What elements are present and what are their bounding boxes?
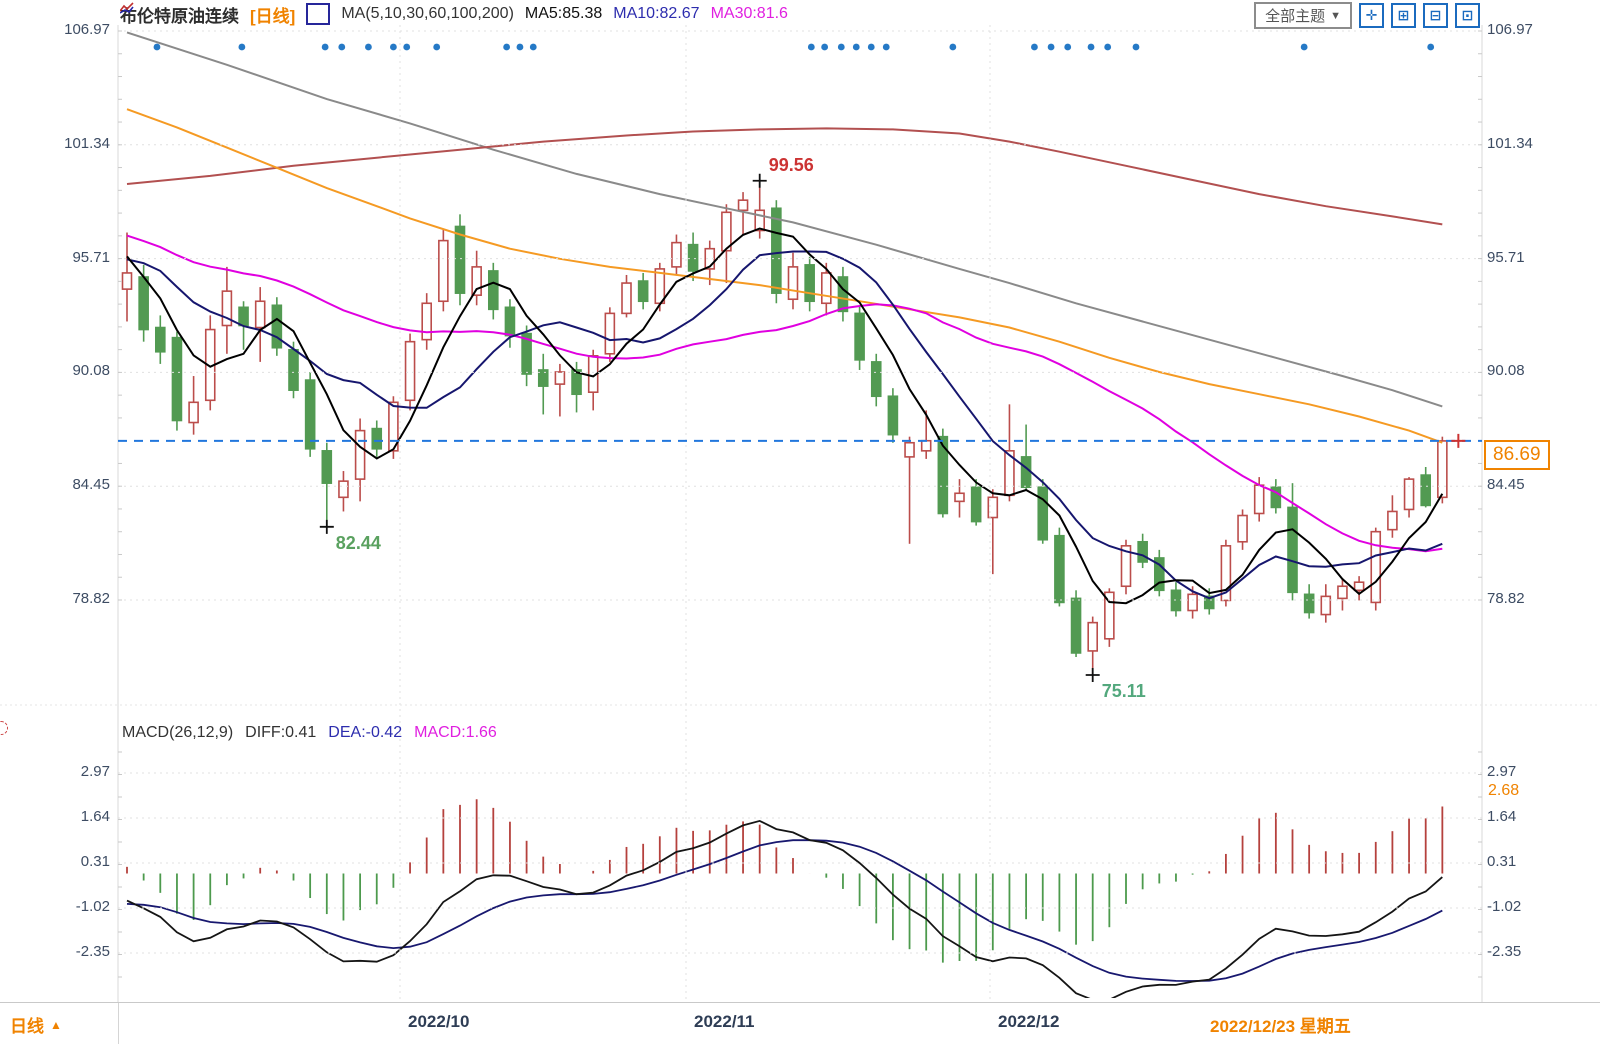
macd-tick-label: 0.31 (1487, 853, 1517, 870)
signal-dot (1031, 43, 1038, 51)
ma5-value: MA5:85.38 (524, 5, 603, 22)
macd-diff-value: DIFF:0.41 (245, 724, 317, 741)
chevron-down-icon: ▼ (1330, 9, 1341, 22)
signal-dot (1300, 43, 1308, 51)
instrument-title: 布伦特原油连续 (120, 6, 239, 26)
month-label: 2022/10 (408, 1012, 470, 1031)
signal-dot (338, 43, 346, 51)
signal-dot (1132, 43, 1140, 51)
ma10-value: MA10:82.67 (613, 5, 700, 22)
signal-dot (365, 43, 372, 51)
macd-indicator-label[interactable]: MACD(26,12,9) (122, 724, 234, 741)
signal-dot (390, 43, 397, 51)
signal-dot (1064, 43, 1072, 51)
signal-dot (1427, 43, 1435, 51)
toolbar-icons: ✛ ⊞ ⊟ ⊡ (1359, 3, 1480, 28)
macd-tick-label: 2.97 (80, 763, 110, 781)
price-tick-label: 78.82 (72, 589, 110, 607)
macd-tick-label: 2.97 (1487, 763, 1517, 781)
pan-crosshair-icon[interactable]: ✛ (1359, 3, 1384, 28)
signal-dot (837, 43, 845, 51)
signal-dot (1087, 43, 1095, 51)
signal-dot (403, 43, 411, 51)
ma-chart-icon[interactable] (120, 2, 331, 25)
triangle-up-icon: ▲ (50, 1017, 62, 1032)
signal-dot (807, 43, 815, 51)
theme-dropdown-button[interactable]: 全部主题 ▼ (1254, 2, 1352, 29)
macd-macd-value: MACD:1.66 (414, 724, 497, 741)
signal-dot (238, 43, 246, 51)
pane-layout-top-icon[interactable]: ⊞ (1391, 3, 1416, 28)
price-tick-label: 90.08 (72, 362, 110, 380)
annotation-high: 99.56 (768, 154, 814, 175)
signal-dot (503, 43, 511, 51)
pane-expand-icon[interactable]: ⊡ (1455, 3, 1480, 28)
macd-header: MACD(26,12,9) DIFF:0.41 DEA:-0.42 MACD:1… (122, 724, 497, 742)
chart-header: 布伦特原油连续 [日线] MA(5,10,30,60,100,200) MA5:… (120, 2, 788, 26)
signal-dot (867, 43, 875, 51)
price-tick-label: 101.34 (1487, 134, 1533, 152)
annotation-low2: 75.11 (1101, 680, 1146, 701)
macd-tick-label: 1.64 (80, 808, 110, 826)
macd-tick-label: -2.35 (1487, 943, 1522, 960)
last-price-badge: 86.69 (1484, 440, 1550, 470)
macd-tick-label: -2.35 (75, 943, 110, 960)
current-date-label: 2022/12/23 星期五 (1210, 1017, 1351, 1036)
macd-tick-label: -1.02 (75, 898, 110, 915)
signal-dot (949, 43, 957, 51)
price-tick-label: 90.08 (1487, 362, 1525, 380)
price-tick-label: 78.82 (1487, 589, 1525, 607)
price-tick-label: 106.97 (64, 21, 110, 38)
macd-dea-value: DEA:-0.42 (328, 724, 403, 741)
signal-dot (1047, 43, 1055, 51)
time-axis-bar: 日线 ▲ 2022/10 2022/11 2022/12 2022/12/23 星期… (0, 1002, 1600, 1044)
macd-tick-label: 1.64 (1487, 808, 1517, 826)
price-tick-label: 106.97 (1487, 21, 1533, 38)
annotation-low1: 82.44 (335, 532, 381, 553)
pane-layout-right-icon[interactable]: ⊟ (1423, 3, 1448, 28)
period-selector-label: 日线 (10, 1017, 44, 1036)
macd-latest-badge: 2.68 (1487, 781, 1524, 803)
signal-dot (153, 43, 161, 51)
period-tag: [日线] (250, 6, 296, 26)
signal-dot (529, 43, 537, 51)
theme-dropdown-label: 全部主题 (1265, 8, 1326, 25)
month-label: 2022/12 (998, 1012, 1060, 1031)
macd-tick-label: 0.31 (80, 853, 110, 870)
ma30-value: MA30:81.6 (710, 5, 788, 22)
toolbar: 全部主题 ▼ ✛ ⊞ ⊟ ⊡ (1254, 2, 1480, 29)
macd-tick-label: -1.02 (1487, 898, 1522, 915)
month-label: 2022/11 (694, 1012, 755, 1031)
price-tick-label: 95.71 (72, 248, 110, 266)
price-tick-label: 95.71 (1487, 248, 1525, 266)
signal-dot (852, 43, 860, 51)
price-tick-label: 84.45 (72, 476, 110, 494)
signal-dot (433, 43, 441, 51)
ma-settings-label[interactable]: MA(5,10,30,60,100,200) (341, 5, 514, 22)
signal-dot (821, 43, 829, 51)
price-tick-label: 101.34 (64, 134, 110, 152)
divider (118, 1003, 119, 1044)
signal-dot (516, 43, 524, 51)
signal-dot (1104, 43, 1112, 51)
period-selector[interactable]: 日线 ▲ (10, 1012, 62, 1037)
signal-dot (882, 43, 890, 51)
price-tick-label: 84.45 (1487, 476, 1525, 494)
signal-dot (321, 43, 329, 51)
